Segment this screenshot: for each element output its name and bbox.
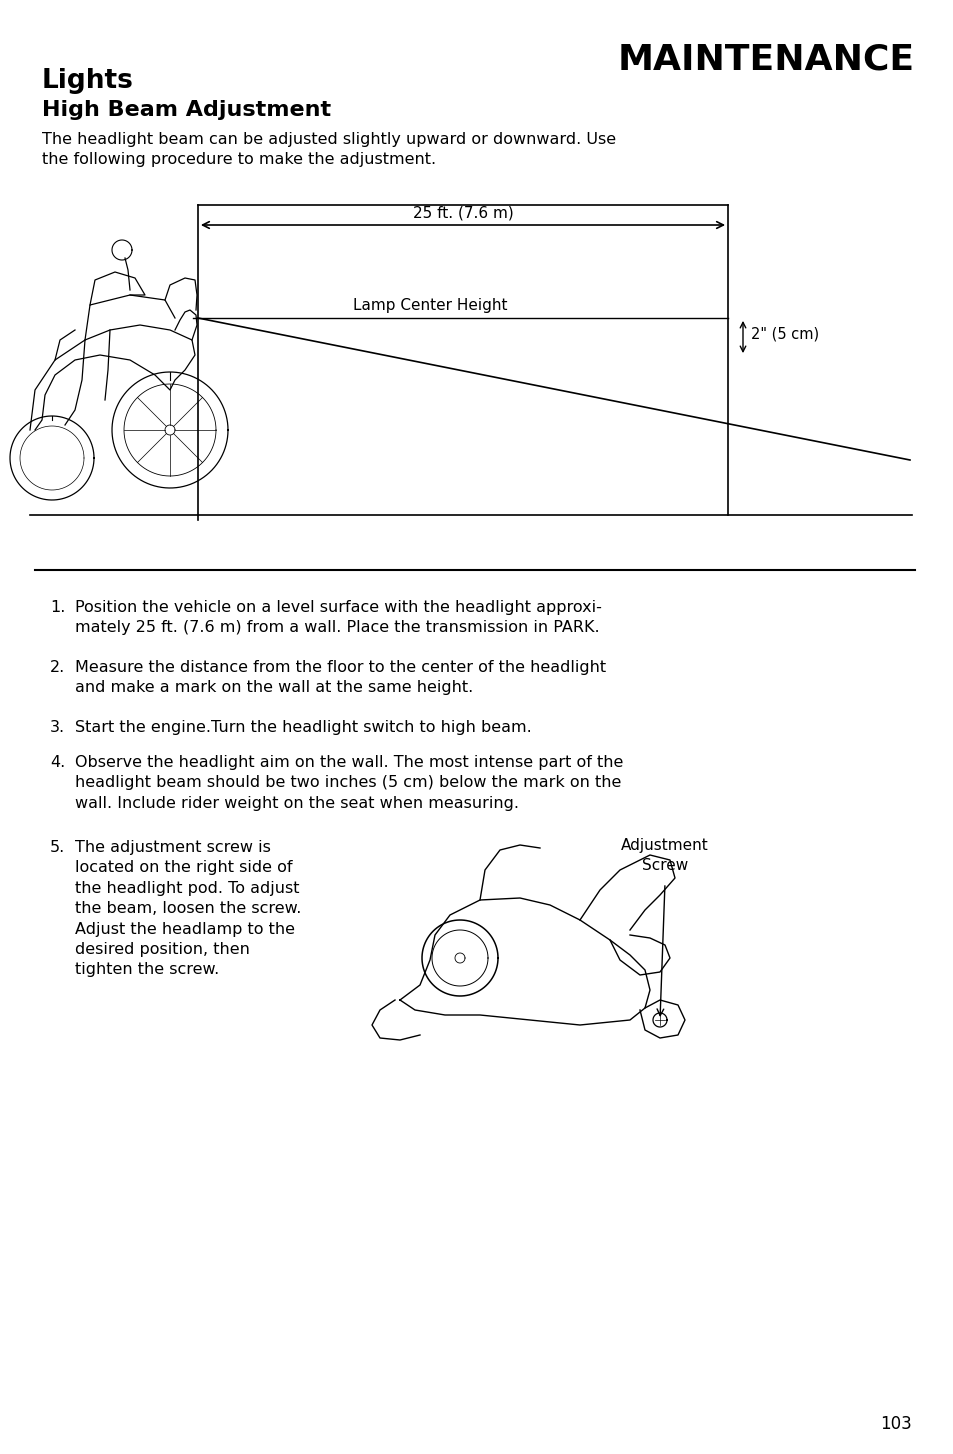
Text: MAINTENANCE: MAINTENANCE xyxy=(618,42,914,76)
Text: The headlight beam can be adjusted slightly upward or downward. Use: The headlight beam can be adjusted sligh… xyxy=(42,132,616,147)
Text: 4.: 4. xyxy=(50,755,65,771)
Text: 5.: 5. xyxy=(50,840,65,855)
Text: Lamp Center Height: Lamp Center Height xyxy=(353,298,507,313)
Text: Observe the headlight aim on the wall. The most intense part of the
headlight be: Observe the headlight aim on the wall. T… xyxy=(75,755,622,811)
Text: 2.: 2. xyxy=(50,660,65,675)
Text: 103: 103 xyxy=(880,1415,911,1434)
Text: Position the vehicle on a level surface with the headlight approxi-
mately 25 ft: Position the vehicle on a level surface … xyxy=(75,601,601,635)
Text: Lights: Lights xyxy=(42,68,133,95)
Text: Screw: Screw xyxy=(641,858,687,872)
Text: Adjustment: Adjustment xyxy=(620,838,708,853)
Text: Measure the distance from the floor to the center of the headlight
and make a ma: Measure the distance from the floor to t… xyxy=(75,660,605,695)
Text: 2" (5 cm): 2" (5 cm) xyxy=(750,327,819,342)
Text: 25 ft. (7.6 m): 25 ft. (7.6 m) xyxy=(413,205,513,220)
Text: The adjustment screw is
located on the right side of
the headlight pod. To adjus: The adjustment screw is located on the r… xyxy=(75,840,301,977)
Text: 1.: 1. xyxy=(50,601,66,615)
Text: Start the engine.Turn the headlight switch to high beam.: Start the engine.Turn the headlight swit… xyxy=(75,720,531,736)
Text: the following procedure to make the adjustment.: the following procedure to make the adju… xyxy=(42,153,436,167)
Text: 3.: 3. xyxy=(50,720,65,736)
Text: High Beam Adjustment: High Beam Adjustment xyxy=(42,100,331,121)
